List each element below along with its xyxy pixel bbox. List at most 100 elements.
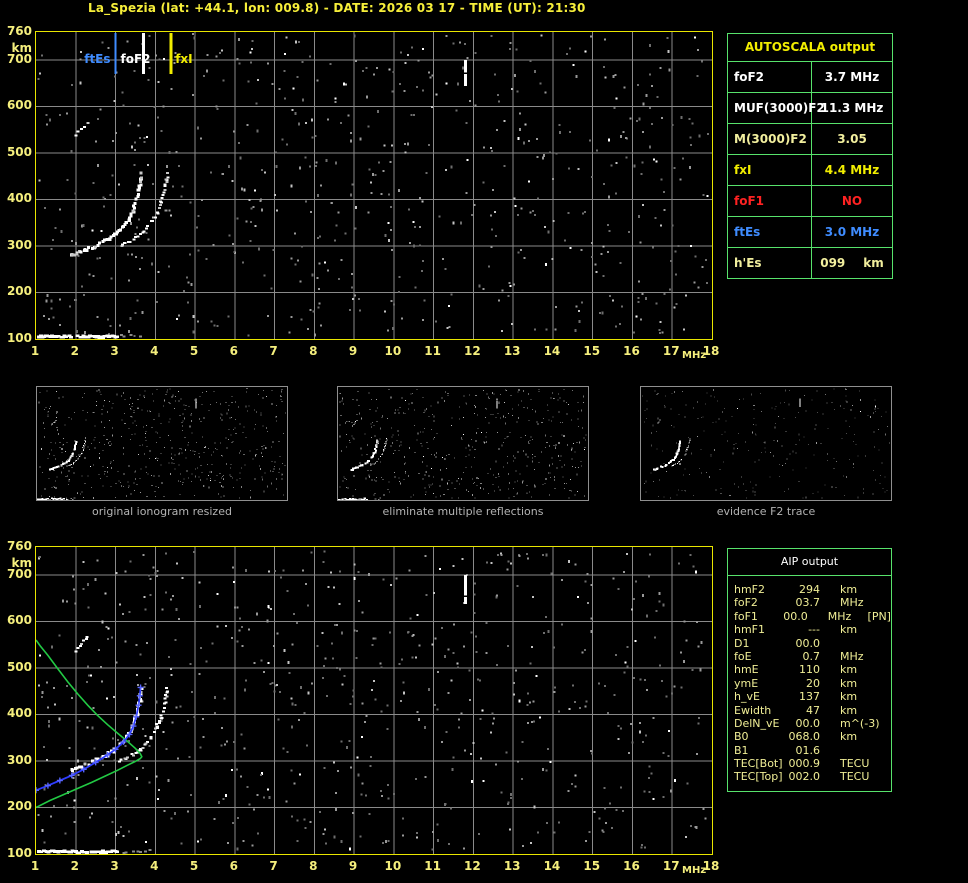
aip-param-name: B1 [734,743,749,757]
restored-trace-plus-marker [56,777,63,784]
x-tick-4: 4 [150,344,159,358]
aip-param-value: 20 [806,676,820,690]
aip-row-foE: foE 0.7 MHz [734,650,891,663]
aip-row-h_vE: h_vE 137 km [734,690,891,703]
aip-param-value: 03.7 [795,596,821,610]
autoscala-param-value: 3.05 [837,132,867,146]
x-tick-1: 1 [30,344,40,358]
noise-layer [642,388,890,499]
restored-trace-plus-marker [68,772,75,779]
x-tick-10: 10 [384,859,402,873]
restored-trace-plus-marker [104,751,111,758]
bottom-ionogram-canvas [36,547,712,854]
x-tick-14: 14 [543,344,561,358]
aip-param-unit: km [840,690,858,704]
aip-param-name: ymE [734,676,759,690]
aip-row-B1: B1 01.6 [734,744,891,757]
y-axis-unit: km [11,556,32,570]
grid-layer [36,547,712,854]
x-tick-5: 5 [189,859,199,873]
aip-param-unit: MHz [840,649,864,663]
restored-trace-plus-marker [120,738,127,745]
y-tick-600: 600 [6,613,32,628]
x-tick-18: 18 [702,344,720,358]
restored-trace-plus-marker [44,782,51,789]
aip-param-name: hmF2 [734,583,766,596]
thumbnail-original-ionogram [36,386,288,501]
x-axis-unit: MHz [682,865,707,876]
autoscala-param-label: h'Es [728,248,812,278]
x-tick-7: 7 [269,344,278,358]
thumbnail-evidence-canvas [642,388,890,499]
x-tick-14: 14 [543,859,561,873]
aip-param-name: TEC[Bot] [734,757,783,771]
autoscala-param-label: ftEs [728,217,812,247]
autoscala-param-value: 3.0 MHz [824,225,880,239]
x-tick-15: 15 [583,344,601,358]
aip-param-name: DelN_vE [734,716,780,730]
x-tick-1: 1 [30,859,40,873]
aip-param-value: 0.7 [802,649,821,663]
autoscala-table-header: AUTOSCALA output [728,34,892,62]
aip-row-TEC[Top]: TEC[Top] 002.0 TECU [734,770,891,783]
aip-param-name: hmF1 [734,623,766,637]
x-tick-9: 9 [348,344,358,358]
autoscala-row-MUF(3000)F2: MUF(3000)F2 11.3 MHz [728,93,892,124]
aip-row-foF2: foF2 03.7 MHz [734,596,891,609]
aip-param-name: foF1 [734,609,758,623]
autoscala-param-value: 4.4 MHz [824,163,880,177]
restored-trace-plus-marker [126,731,133,738]
marker-label-fxI: fxI [175,52,192,66]
top-plot-x-axis-labels: 1 2 3 4 5 6 7 8 9 10 11 12 13 14 15 16 17 18 MHz [31,343,725,365]
autoscala-param-value: 3.7 MHz [824,70,880,84]
restored-trace-plus-marker [92,759,99,766]
aip-row-TEC[Bot]: TEC[Bot] 000.9 TECU [734,757,891,770]
aip-param-name: foE [734,649,752,663]
y-tick-760: 760 [6,24,32,38]
autoscala-row-foF2: foF2 3.7 MHz [728,62,892,93]
autoscala-row-foF1: foF1 NO [728,186,892,217]
trace-layer [37,59,467,339]
aip-param-name: foF2 [734,596,758,610]
y-axis-unit: km [11,41,32,55]
aip-param-unit: m^(-3) [840,716,880,730]
noise-layer [37,550,707,851]
thumbnail-eliminate-reflections [337,386,589,501]
x-tick-13: 13 [503,859,521,873]
restored-trace-plus-marker [133,713,140,720]
x-tick-11: 11 [424,344,441,358]
top-ionogram-plot: ftEs foF2 fxI [35,31,713,340]
y-tick-400: 400 [6,191,32,206]
x-tick-3: 3 [110,344,119,358]
x-tick-12: 12 [464,859,481,873]
top-ionogram-canvas: ftEs foF2 fxI [36,32,712,339]
trace-layer [653,398,801,471]
autoscala-param-unit: km [863,256,884,270]
aip-param-value: 00.0 [795,636,821,650]
aip-param-name: hmE [734,663,759,677]
restored-trace-plus-marker [130,723,137,730]
aip-param-unit: km [840,663,858,677]
thumbnail-evidence-f2 [640,386,892,501]
y-tick-200: 200 [6,284,32,299]
aip-param-unit: km [840,676,858,690]
autoscala-row-ftEs: ftEs 3.0 MHz [728,217,892,248]
autoscala-param-value: 11.3 MHz [820,101,884,115]
aip-param-unit: MHz [827,609,852,623]
autoscala-param-label: MUF(3000)F2 [728,93,825,123]
x-tick-17: 17 [662,859,680,873]
restored-trace-plus-marker [112,746,119,753]
autoscala-output-table: AUTOSCALA output foF2 3.7 MHz MUF(3000)F2 1… [727,33,893,279]
aip-row-Ewidth: Ewidth 47 km [734,704,891,717]
aip-param-value: 002.0 [788,770,821,784]
aip-param-value: 000.9 [788,757,821,771]
x-tick-16: 16 [623,344,640,358]
top-plot-y-axis-labels: 760 km 700 600 500 400 300 200 100 [2,24,32,351]
marker-label-ftEs: ftEs [84,52,110,66]
autoscala-param-label: foF2 [728,62,812,92]
aip-param-name: Ewidth [734,703,772,717]
noise-layer [339,389,587,499]
x-tick-10: 10 [384,344,402,358]
aip-param-value: 00.0 [795,716,821,730]
